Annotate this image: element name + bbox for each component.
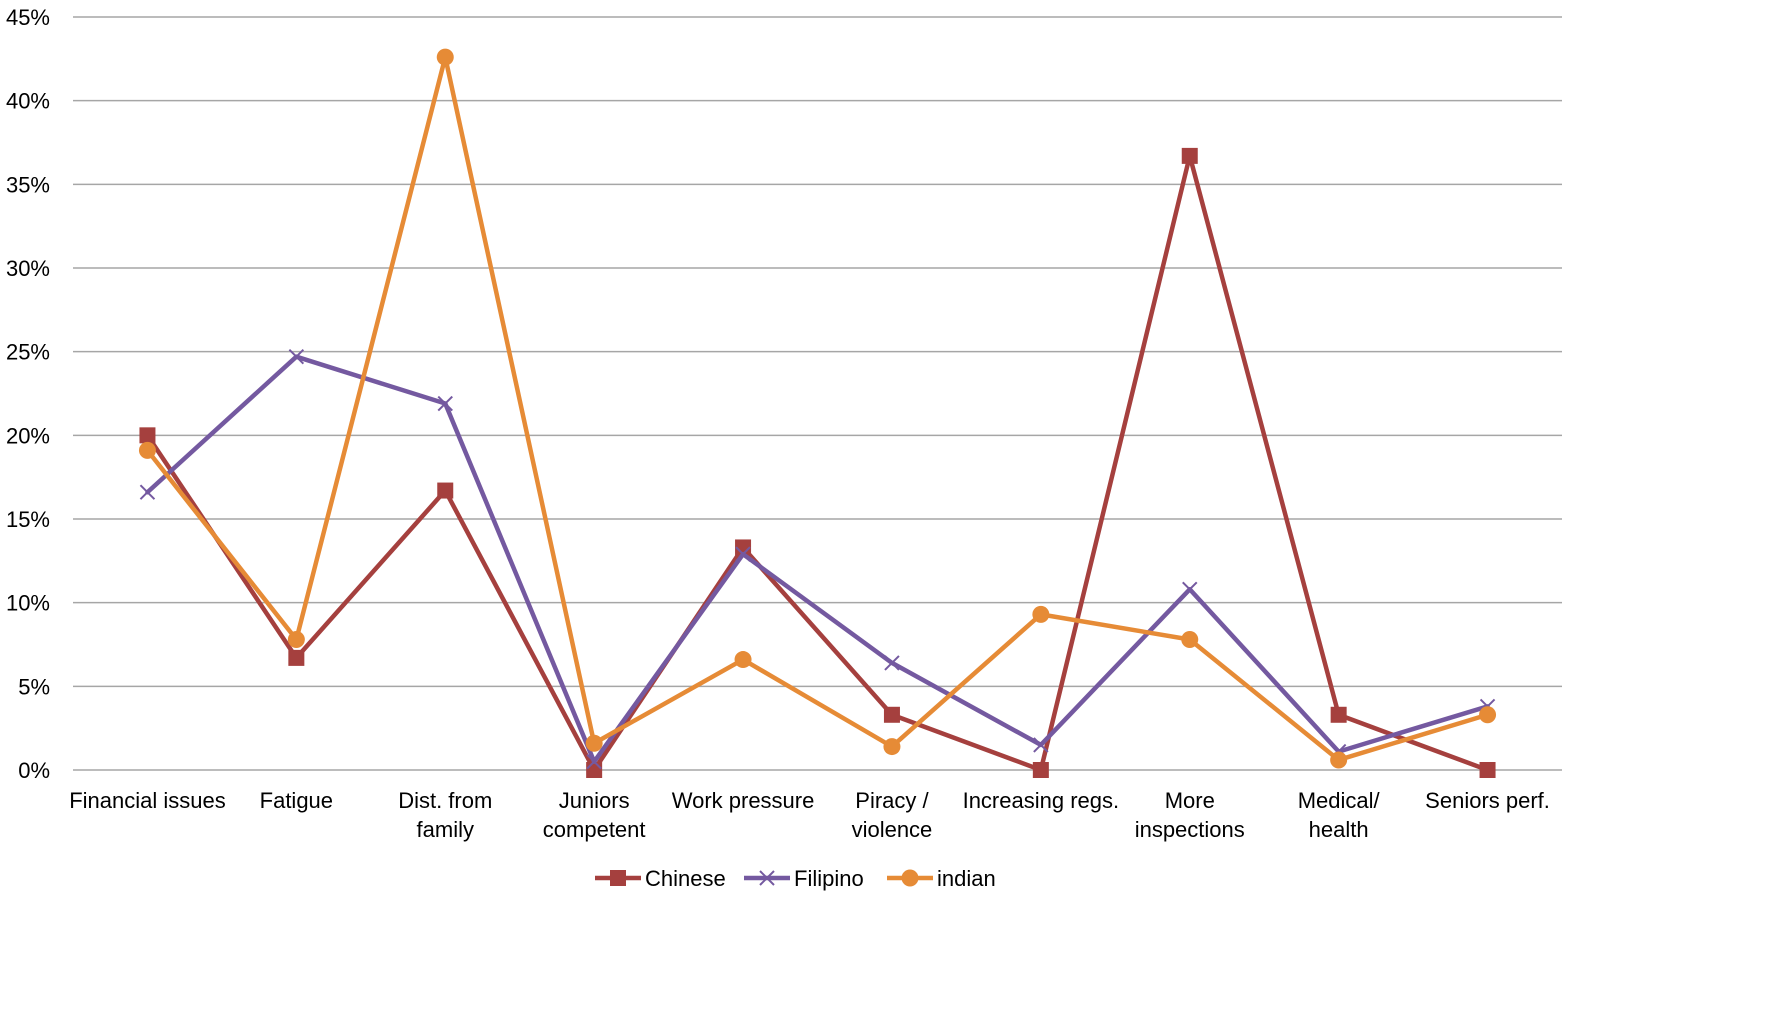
series-line-filipino	[145, 354, 1490, 764]
data-point-filipino	[288, 348, 305, 365]
x-tick-label-line: family	[417, 817, 474, 842]
data-point-indian	[585, 734, 603, 752]
data-point-chinese	[437, 482, 454, 499]
data-point-indian	[1032, 605, 1050, 623]
x-tick-label-line: Seniors perf.	[1425, 788, 1550, 813]
y-axis-ticks: 0% 5% 10% 15% 20% 25% 30% 35% 40% 45%	[6, 5, 50, 783]
legend-label-indian: indian	[937, 866, 996, 891]
data-point-indian	[1479, 706, 1497, 724]
x-tick-label-line: Dist. from	[398, 788, 492, 813]
data-point-chinese	[288, 649, 305, 666]
data-point-filipino	[437, 395, 453, 412]
x-tick-label-line: competent	[543, 817, 646, 842]
series-indian	[138, 48, 1497, 769]
x-tick-label-line: Fatigue	[260, 788, 333, 813]
data-point-chinese	[883, 706, 900, 723]
x-tick-label-line: health	[1309, 817, 1369, 842]
x-tick-label: Fatigue	[260, 788, 333, 813]
data-point-chinese	[1330, 706, 1347, 723]
y-tick-label: 35%	[6, 172, 50, 197]
data-point-chinese	[1032, 762, 1049, 778]
x-tick-label: Seniors perf.	[1425, 788, 1550, 813]
x-tick-label: Medical/health	[1298, 788, 1381, 842]
data-point-filipino	[884, 655, 900, 671]
legend-marker-indian	[901, 869, 919, 887]
legend-marker-filipino	[759, 870, 775, 886]
data-point-filipino	[1182, 581, 1198, 597]
legend-label-filipino: Filipino	[794, 866, 864, 891]
x-tick-label-line: Financial issues	[69, 788, 226, 813]
x-tick-label-line: Piracy /	[855, 788, 929, 813]
legend-item-filipino: Filipino	[744, 866, 864, 891]
y-tick-label: 45%	[6, 5, 50, 30]
x-tick-label-line: violence	[852, 817, 933, 842]
data-point-chinese	[139, 427, 156, 444]
y-tick-label: 10%	[6, 591, 50, 616]
data-point-indian	[287, 630, 305, 648]
x-tick-label: Increasing regs.	[963, 788, 1120, 813]
data-point-chinese	[586, 762, 603, 778]
x-tick-label-line: inspections	[1135, 817, 1245, 842]
data-point-chinese	[1181, 147, 1198, 164]
x-tick-label: Work pressure	[672, 788, 815, 813]
data-point-indian	[734, 651, 752, 669]
data-point-indian	[1330, 751, 1348, 769]
data-point-filipino	[139, 484, 156, 500]
gridlines	[73, 16, 1562, 771]
x-tick-label-line: More	[1165, 788, 1215, 813]
x-tick-label-line: Increasing regs.	[963, 788, 1120, 813]
legend-item-chinese: Chinese	[595, 866, 726, 891]
y-tick-label: 15%	[6, 507, 50, 532]
data-point-indian	[436, 48, 454, 66]
legend-label-chinese: Chinese	[645, 866, 726, 891]
y-tick-label: 25%	[6, 340, 50, 365]
x-tick-label-line: Work pressure	[672, 788, 815, 813]
x-tick-label: More inspections	[1135, 788, 1245, 842]
x-tick-label: Dist. from family	[398, 788, 492, 842]
legend: Chinese Filipino indian	[595, 866, 996, 891]
x-tick-label: Juniors competent	[543, 788, 646, 842]
series-lines	[138, 48, 1497, 778]
x-tick-label: Financial issues	[69, 788, 226, 813]
series-chinese	[139, 147, 1496, 778]
data-point-filipino	[1033, 737, 1049, 753]
y-tick-label: 20%	[6, 423, 50, 448]
data-point-filipino	[735, 546, 751, 562]
data-point-chinese	[1479, 762, 1496, 778]
series-filipino	[139, 348, 1496, 770]
x-tick-label: Piracy / violence	[852, 788, 933, 842]
series-line-chinese	[145, 153, 1490, 773]
legend-marker-chinese	[610, 870, 626, 886]
x-axis-ticks: Financial issues Fatigue Dist. from family J…	[69, 788, 1550, 842]
data-point-indian	[1181, 630, 1199, 648]
data-point-filipino	[586, 753, 602, 770]
series-line-indian	[145, 54, 1490, 763]
data-point-indian	[883, 738, 901, 756]
legend-item-indian: indian	[887, 866, 996, 891]
y-tick-label: 5%	[18, 674, 50, 699]
x-tick-label-line: Juniors	[559, 788, 630, 813]
x-tick-label-line: Medical/	[1298, 788, 1381, 813]
data-point-indian	[138, 441, 156, 459]
y-tick-label: 40%	[6, 89, 50, 114]
y-tick-label: 30%	[6, 256, 50, 281]
y-tick-label: 0%	[18, 758, 50, 783]
